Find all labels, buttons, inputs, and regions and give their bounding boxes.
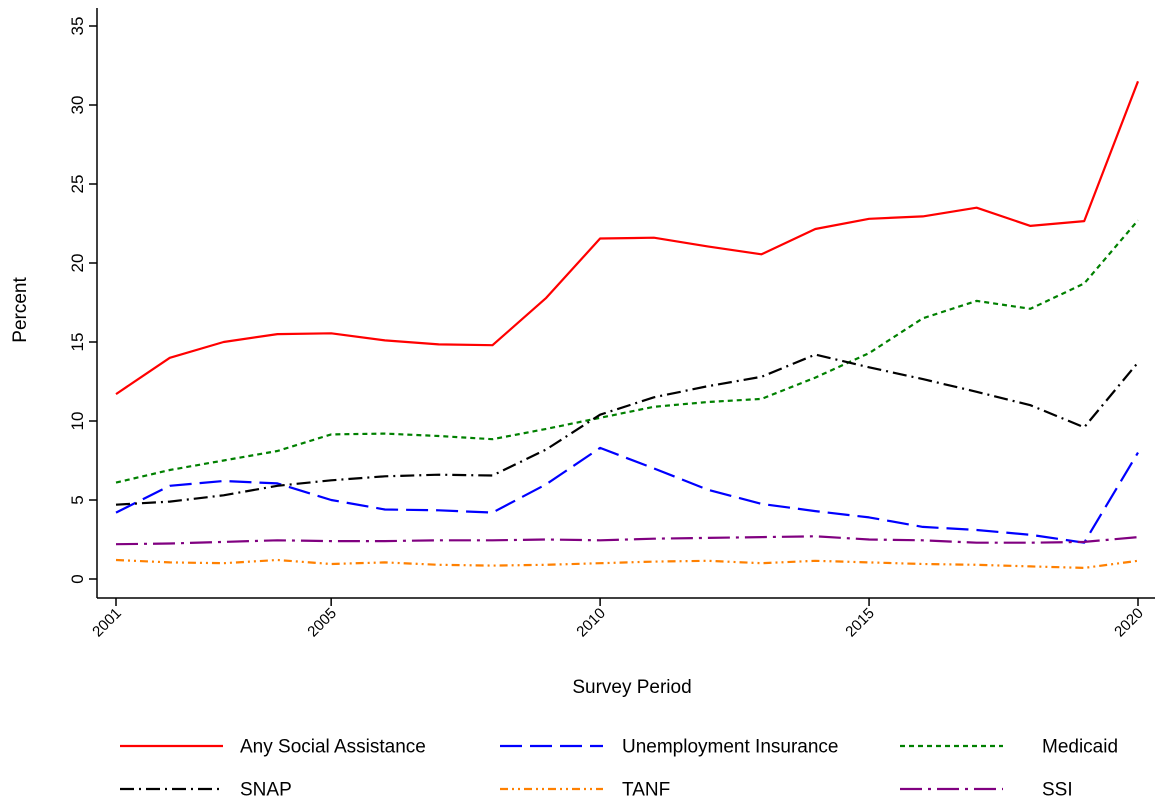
series-line-snap xyxy=(115,353,1139,506)
y-tick-label: 35 xyxy=(68,17,87,36)
x-tick-label: 2020 xyxy=(1111,605,1147,641)
y-axis-title: Percent xyxy=(10,277,31,343)
series-line-medicaid xyxy=(115,219,1139,484)
plot-area: 0 5 10 15 20 25 30 35 2001 2005 2010 2015 2020 xyxy=(68,8,1155,640)
legend-label-any-social-assistance: Any Social Assistance xyxy=(240,737,426,758)
legend-label-ssi: SSI xyxy=(1042,780,1073,801)
series-lines xyxy=(115,80,1140,570)
y-tick-label: 10 xyxy=(68,412,87,431)
legend: Any Social Assistance Unemployment Insura… xyxy=(120,737,1118,801)
x-tick-label: 2010 xyxy=(573,605,609,641)
x-ticks: 2001 2005 2010 2015 2020 xyxy=(89,598,1147,640)
series-line-any-social-assistance xyxy=(115,80,1140,396)
y-tick-label: 25 xyxy=(68,175,87,194)
y-tick-label: 20 xyxy=(68,254,87,273)
x-tick-label: 2001 xyxy=(89,605,125,641)
y-tick-label: 5 xyxy=(68,495,87,504)
legend-label-snap: SNAP xyxy=(240,780,292,801)
series-line-ssi xyxy=(115,535,1139,546)
x-tick-label: 2005 xyxy=(304,605,340,641)
y-tick-label: 30 xyxy=(68,96,87,115)
legend-label-medicaid: Medicaid xyxy=(1042,737,1118,758)
x-axis-title: Survey Period xyxy=(572,677,691,698)
y-tick-label: 15 xyxy=(68,333,87,352)
series-line-tanf xyxy=(115,558,1139,570)
x-tick-label: 2015 xyxy=(842,605,878,641)
y-ticks: 0 5 10 15 20 25 30 35 xyxy=(68,17,97,584)
y-tick-label: 0 xyxy=(68,574,87,583)
series-line-unemployment-insurance xyxy=(115,446,1139,544)
legend-label-tanf: TANF xyxy=(622,780,670,801)
legend-label-unemployment-insurance: Unemployment Insurance xyxy=(622,737,839,758)
